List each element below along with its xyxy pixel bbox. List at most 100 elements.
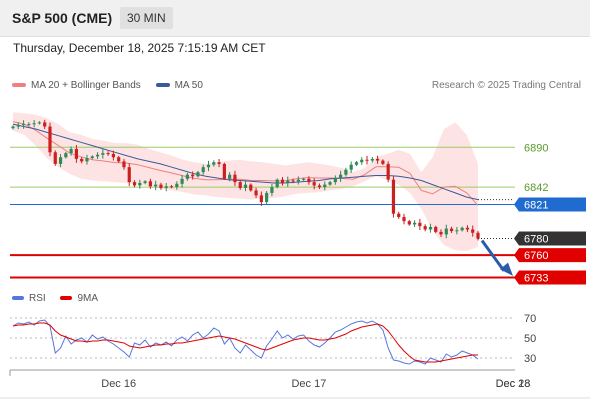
candle-body — [423, 226, 427, 230]
candle-body — [217, 162, 221, 164]
candle-body — [259, 195, 263, 203]
candle-body — [111, 153, 115, 158]
candle-body — [69, 148, 73, 154]
header-bar: S&P 500 (CME) 30 MIN — [0, 0, 590, 37]
candle-body — [449, 228, 454, 232]
legend-rsi: RSI — [12, 293, 46, 304]
level-tag-6760 — [514, 248, 586, 263]
legend-rsi-ma: 9MA — [60, 293, 98, 304]
candle-body — [418, 222, 422, 227]
candle-body — [270, 187, 274, 193]
candle-body — [164, 186, 168, 188]
copyright-text: Research © 2025 Trading Central — [431, 80, 581, 91]
x-tick-label: Dec 17 — [291, 378, 326, 390]
candle-body — [196, 172, 200, 177]
candle-body — [391, 179, 396, 214]
candle-body — [222, 163, 226, 179]
level-tag-6733 — [514, 270, 586, 285]
candle-body — [381, 160, 385, 164]
candle-body — [138, 182, 142, 186]
candle-body — [243, 184, 248, 188]
legend-rsi-label: RSI — [29, 293, 46, 304]
candle-body — [286, 180, 290, 183]
candle-body — [296, 179, 300, 182]
candle-body — [32, 123, 36, 125]
candle-body — [439, 231, 443, 235]
candle-body — [228, 174, 232, 179]
candle-body — [291, 180, 295, 182]
candle-body — [53, 152, 57, 164]
candle-body — [476, 232, 480, 239]
candle-body — [154, 184, 158, 187]
candle-body — [397, 213, 401, 217]
candle-body — [180, 178, 184, 184]
candle-body — [80, 158, 84, 162]
ma50-line — [12, 123, 479, 201]
candle-body — [434, 226, 438, 232]
candle-body — [117, 157, 121, 162]
level-label-6780: 6780 — [524, 234, 548, 246]
rsi-tick-50: 50 — [524, 333, 536, 345]
legend-ma20-label: MA 20 + Bollinger Bands — [31, 80, 141, 91]
candle-body — [191, 174, 195, 177]
candle-body — [233, 174, 237, 183]
candle-body — [106, 153, 110, 155]
rsi-line — [12, 319, 479, 365]
candle-body — [460, 227, 464, 231]
candle-body — [339, 174, 343, 178]
candle-body — [402, 216, 406, 222]
candle-body — [206, 164, 211, 168]
candle-body — [143, 181, 147, 183]
candle-body — [175, 183, 179, 188]
timeframe-badge[interactable]: 30 MIN — [120, 7, 173, 29]
candle-body — [412, 222, 417, 225]
level-label-6890: 6890 — [524, 142, 548, 154]
forecast-arrow — [480, 239, 506, 272]
candle-body — [16, 124, 20, 127]
candle-body — [349, 164, 353, 170]
rsi-ma-line — [12, 322, 478, 363]
candle-body — [280, 179, 285, 183]
candle-body — [265, 192, 269, 203]
candle-body — [11, 126, 15, 129]
candle-body — [328, 182, 332, 185]
candle-body — [344, 169, 348, 175]
candle-body — [169, 186, 174, 188]
candle-body — [101, 153, 105, 155]
candle-body — [307, 178, 311, 183]
candle-body — [317, 185, 322, 188]
candle-body — [407, 221, 411, 225]
candle-body — [85, 158, 89, 162]
candle-body — [386, 163, 390, 180]
candle-body — [185, 174, 189, 179]
price-legend: MA 20 + Bollinger Bands MA 50 — [12, 80, 215, 91]
candle-body — [312, 182, 316, 186]
candle-body — [444, 228, 448, 235]
level-label-6842: 6842 — [524, 182, 548, 194]
x-tick-label: Dec 18 — [496, 378, 531, 390]
candle-body — [238, 182, 242, 188]
candle-body — [428, 226, 433, 230]
candle-body — [333, 177, 337, 183]
candle-body — [95, 154, 100, 157]
candle-body — [376, 158, 380, 161]
rsi-ma-swatch-icon — [60, 296, 73, 301]
candle-body — [360, 159, 364, 163]
forecast-arrow-head-icon — [500, 262, 513, 276]
ma20-swatch-icon — [12, 83, 26, 88]
candle-body — [302, 178, 306, 180]
legend-ma50-label: MA 50 — [174, 80, 203, 91]
candle-body — [354, 162, 359, 165]
candle-body — [27, 124, 31, 126]
candle-body — [48, 126, 52, 153]
candle-body — [122, 161, 126, 168]
candle-body — [43, 122, 47, 127]
candle-body — [365, 159, 369, 161]
rsi-tick-30: 30 — [524, 353, 536, 365]
level-tag-6780 — [514, 231, 586, 246]
candle-body — [37, 122, 42, 124]
ma20-line — [12, 121, 479, 206]
candle-body — [64, 153, 68, 158]
x-tick-label: Dec 28 — [496, 378, 531, 390]
